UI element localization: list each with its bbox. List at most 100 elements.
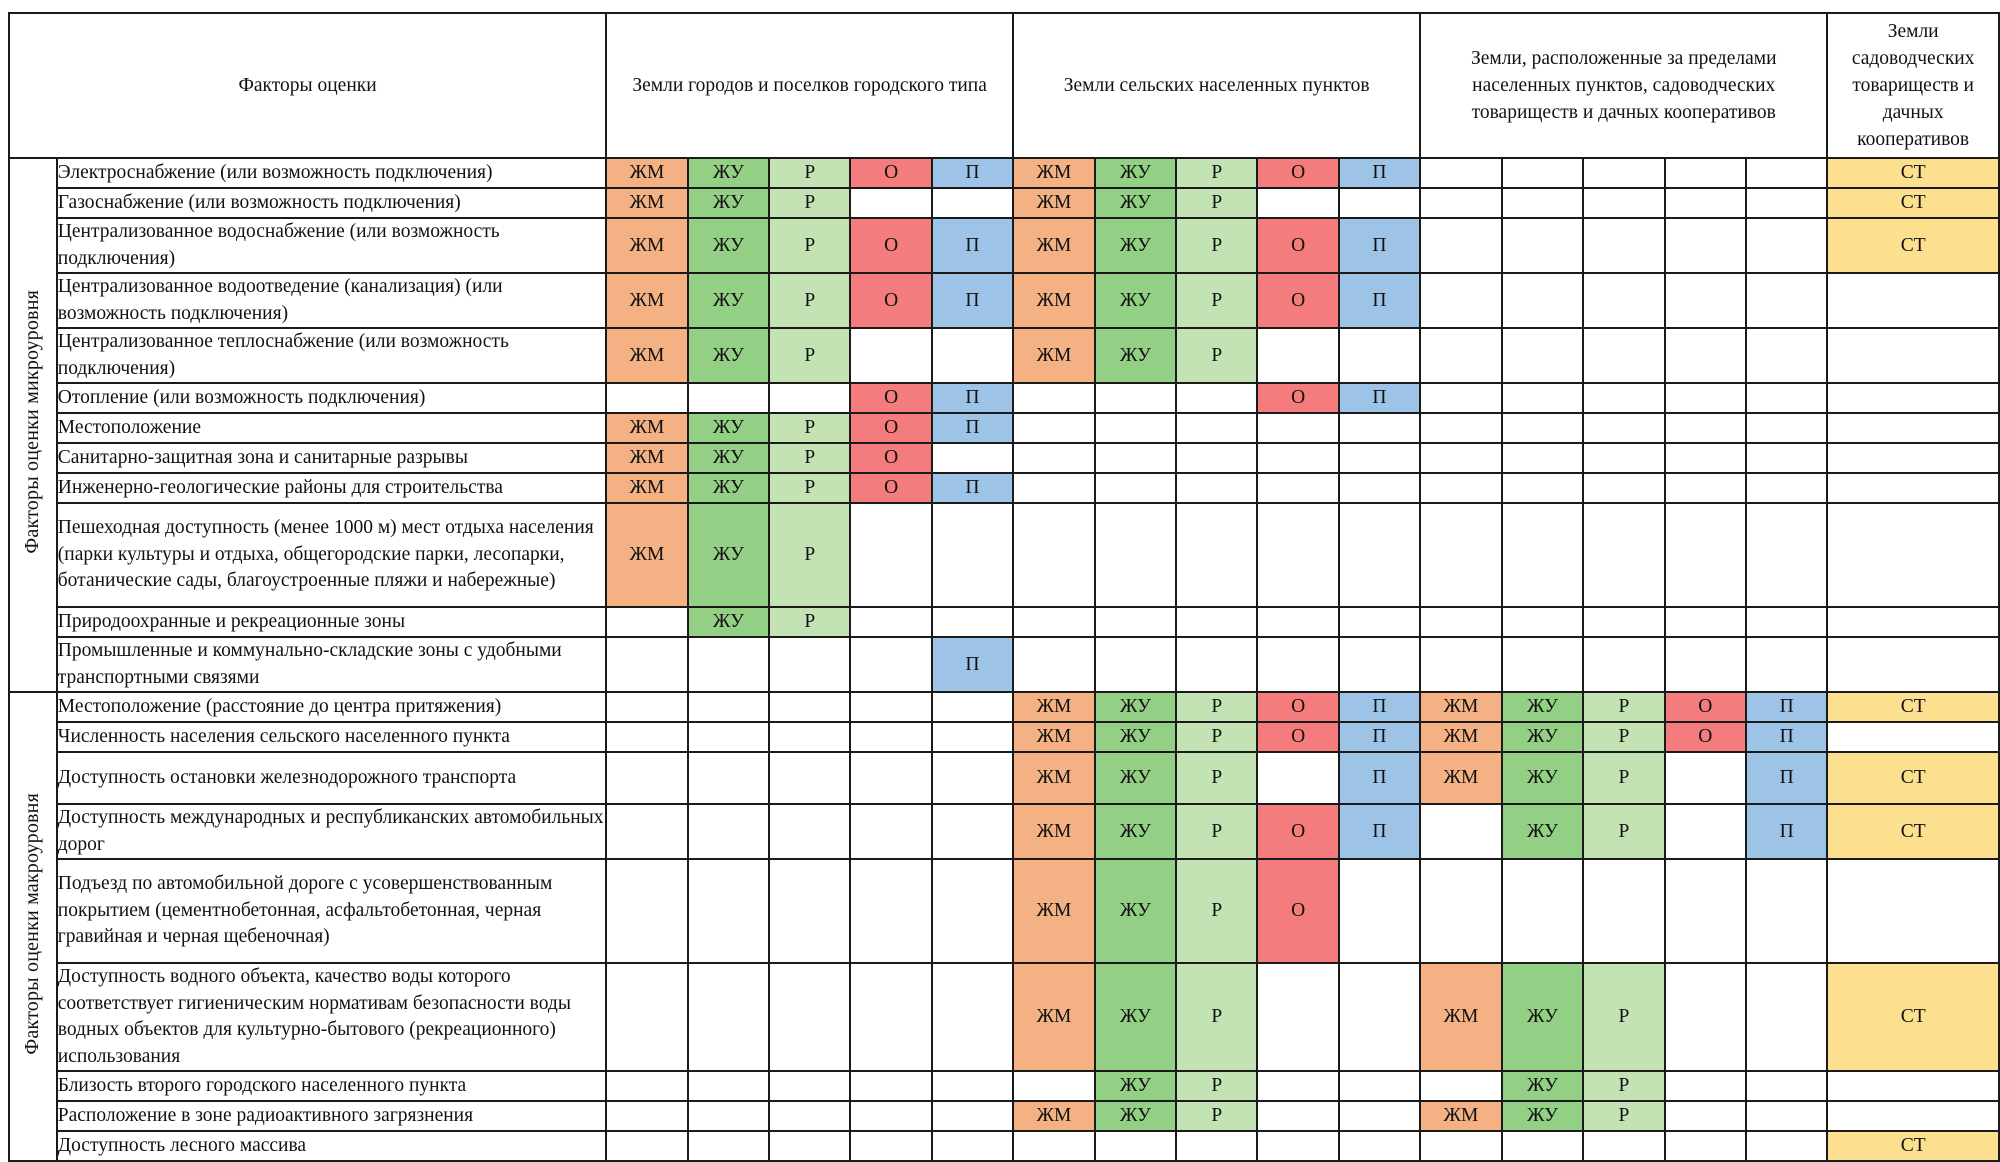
empty-cell (930, 187, 1015, 219)
empty-cell (1256, 751, 1340, 805)
empty-cell (1175, 472, 1259, 504)
code-cell-p: П (930, 472, 1015, 504)
empty-cell (1337, 1100, 1422, 1132)
empty-cell (1826, 636, 2000, 693)
code-cell-r: Р (768, 327, 852, 384)
empty-cell (930, 803, 1015, 860)
factor-name: Промышленные и коммунально-складские зон… (55, 636, 608, 693)
code-cell-zhu: ЖУ (1500, 803, 1585, 860)
code-cell-r: Р (1175, 858, 1259, 964)
code-cell-st: СТ (1826, 217, 2000, 274)
empty-cell (1337, 187, 1422, 219)
empty-cell (1663, 636, 1747, 693)
empty-cell (1256, 636, 1340, 693)
code-cell-p: П (1744, 803, 1829, 860)
empty-cell (1175, 636, 1259, 693)
empty-cell (1663, 472, 1747, 504)
code-cell-zhu: ЖУ (1500, 751, 1585, 805)
code-cell-r: Р (1175, 327, 1259, 384)
code-cell-zhu: ЖУ (1500, 1100, 1585, 1132)
empty-cell (1500, 157, 1585, 189)
empty-cell (768, 1130, 852, 1162)
empty-cell (686, 1100, 771, 1132)
empty-cell (849, 691, 933, 723)
empty-cell (1582, 1130, 1666, 1162)
code-cell-zhu: ЖУ (1500, 691, 1585, 723)
empty-cell (605, 803, 689, 860)
factor-name: Электроснабжение (или возможность подклю… (55, 157, 608, 189)
factor-name: Инженерно-геологические районы для строи… (55, 472, 608, 504)
empty-cell (930, 1100, 1015, 1132)
empty-cell (849, 636, 933, 693)
empty-cell (605, 1070, 689, 1102)
table-row: Централизованное водоснабжение (или возм… (9, 217, 2000, 274)
code-cell-p: П (1337, 721, 1422, 753)
code-cell-r: Р (1582, 691, 1666, 723)
code-cell-zhu: ЖУ (1500, 721, 1585, 753)
code-cell-r: Р (768, 217, 852, 274)
code-cell-o: О (1256, 382, 1340, 414)
code-cell-zhm: ЖМ (1012, 217, 1096, 274)
code-cell-st: СТ (1826, 691, 2000, 723)
empty-cell (1337, 636, 1422, 693)
header-row: Факторы оценки Земли городов и поселков … (7, 12, 2000, 159)
empty-cell (1663, 327, 1747, 384)
code-cell-p: П (1337, 382, 1422, 414)
empty-cell (1012, 606, 1096, 638)
empty-cell (768, 1070, 852, 1102)
code-cell-st: СТ (1826, 187, 2000, 219)
empty-cell (1337, 858, 1422, 964)
empty-cell (686, 858, 771, 964)
factor-name: Подъезд по автомобильной дороге с усовер… (55, 858, 608, 964)
empty-cell (1744, 217, 1829, 274)
factor-name: Доступность водного объекта, качество во… (55, 962, 608, 1072)
code-cell-p: П (1337, 217, 1422, 274)
empty-cell (686, 1130, 771, 1162)
empty-cell (1826, 272, 2000, 329)
empty-cell (1012, 502, 1096, 608)
code-cell-r: Р (1582, 803, 1666, 860)
empty-cell (605, 751, 689, 805)
empty-cell (1500, 272, 1585, 329)
empty-cell (1826, 721, 2000, 753)
empty-cell (768, 803, 852, 860)
empty-cell (1663, 217, 1747, 274)
empty-cell (1256, 962, 1340, 1072)
code-cell-zhu: ЖУ (1500, 962, 1585, 1072)
factor-name: Централизованное теплоснабжение (или воз… (55, 327, 608, 384)
code-cell-o: О (1256, 217, 1340, 274)
code-cell-st: СТ (1826, 157, 2000, 189)
empty-cell (1093, 636, 1178, 693)
code-cell-zhm: ЖМ (1012, 1100, 1096, 1132)
code-cell-zhm: ЖМ (1012, 327, 1096, 384)
code-cell-zhm: ЖМ (1419, 751, 1503, 805)
empty-cell (1256, 412, 1340, 444)
empty-cell (686, 962, 771, 1072)
code-cell-r: Р (1582, 1070, 1666, 1102)
empty-cell (930, 751, 1015, 805)
empty-cell (849, 187, 933, 219)
table-row: Санитарно-защитная зона и санитарные раз… (9, 442, 2000, 474)
code-cell-p: П (1337, 803, 1422, 860)
table-row: Факторы оценки микроуровня Электроснабжен… (8, 157, 2000, 693)
code-cell-o: О (1663, 721, 1747, 753)
valuation-factors-table: Факторы оценки Земли городов и поселков … (7, 12, 2000, 1162)
empty-cell (1582, 472, 1666, 504)
empty-cell (1337, 327, 1422, 384)
empty-cell (1744, 327, 1829, 384)
empty-cell (1500, 327, 1585, 384)
code-cell-zhu: ЖУ (686, 472, 771, 504)
code-cell-p: П (1337, 751, 1422, 805)
empty-cell (930, 502, 1015, 608)
empty-cell (768, 1100, 852, 1132)
empty-cell (1744, 1130, 1829, 1162)
empty-cell (1500, 187, 1585, 219)
empty-cell (1419, 217, 1503, 274)
empty-cell (1175, 412, 1259, 444)
code-cell-zhu: ЖУ (1093, 858, 1178, 964)
empty-cell (1012, 382, 1096, 414)
empty-cell (1500, 472, 1585, 504)
empty-cell (1419, 382, 1503, 414)
code-cell-zhu: ЖУ (686, 272, 771, 329)
code-cell-st: СТ (1826, 803, 2000, 860)
